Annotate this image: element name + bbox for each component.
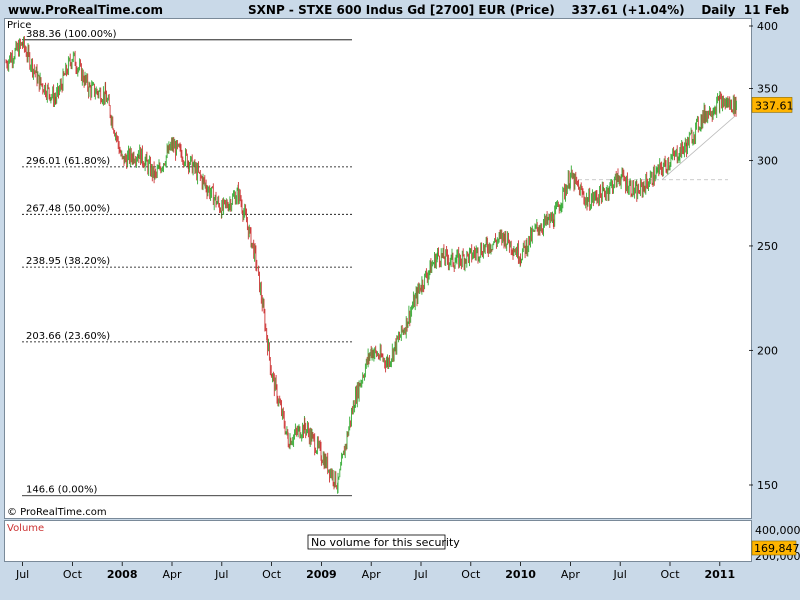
volume-label: Volume	[7, 523, 44, 534]
x-tick-label: Jul	[613, 568, 627, 581]
y-tick-label: 150	[757, 479, 778, 492]
volume-value-box	[751, 540, 797, 556]
y-tick-label: 400	[757, 20, 778, 33]
no-volume-box	[307, 534, 446, 550]
x-tick-label: 2011	[704, 568, 735, 581]
x-tick-label: Jul	[413, 568, 427, 581]
x-tick-label: Jul	[15, 568, 29, 581]
last-price-value: 337.61	[755, 99, 794, 112]
fib-level-label: 296.01 (61.80%)	[26, 156, 110, 167]
x-tick-label: 2010	[505, 568, 536, 581]
y-tick-label: 300	[757, 155, 778, 168]
x-tick-label: 2009	[306, 568, 337, 581]
x-tick-label: 2008	[107, 568, 138, 581]
fib-level-label: 388.36 (100.00%)	[26, 29, 117, 40]
volume-tick-400000: 400,000	[755, 524, 800, 537]
fib-level-label: 146.6 (0.00%)	[26, 485, 97, 496]
fib-level-label: 238.95 (38.20%)	[26, 256, 110, 267]
fib-level-label: 267.48 (50.00%)	[26, 203, 110, 214]
fib-level-label: 203.66 (23.60%)	[26, 331, 110, 342]
volume-value: 169,847	[754, 542, 800, 555]
x-tick-label: Apr	[362, 568, 382, 581]
x-tick-label: Oct	[660, 568, 680, 581]
no-volume-message: No volume for this security	[311, 536, 460, 549]
last-price-box	[751, 97, 793, 113]
credit-text: © ProRealTime.com	[7, 507, 107, 518]
x-tick-label: Apr	[561, 568, 581, 581]
y-tick-label: 350	[757, 82, 778, 95]
y-tick-label: 250	[757, 240, 778, 253]
x-tick-label: Jul	[214, 568, 228, 581]
x-tick-label: Oct	[262, 568, 282, 581]
chart-title: SXNP - STXE 600 Indus Gd [2700] EUR (Pri…	[248, 3, 790, 17]
x-tick-label: Oct	[63, 568, 83, 581]
price-label: Price	[7, 20, 31, 31]
x-tick-label: Oct	[461, 568, 481, 581]
y-tick-label: 200	[757, 344, 778, 357]
x-tick-label: Apr	[162, 568, 182, 581]
site-title[interactable]: www.ProRealTime.com	[8, 3, 163, 17]
price-panel[interactable]	[4, 18, 752, 519]
trend-line	[661, 115, 736, 181]
last-price-badge: 337.61	[751, 97, 794, 113]
